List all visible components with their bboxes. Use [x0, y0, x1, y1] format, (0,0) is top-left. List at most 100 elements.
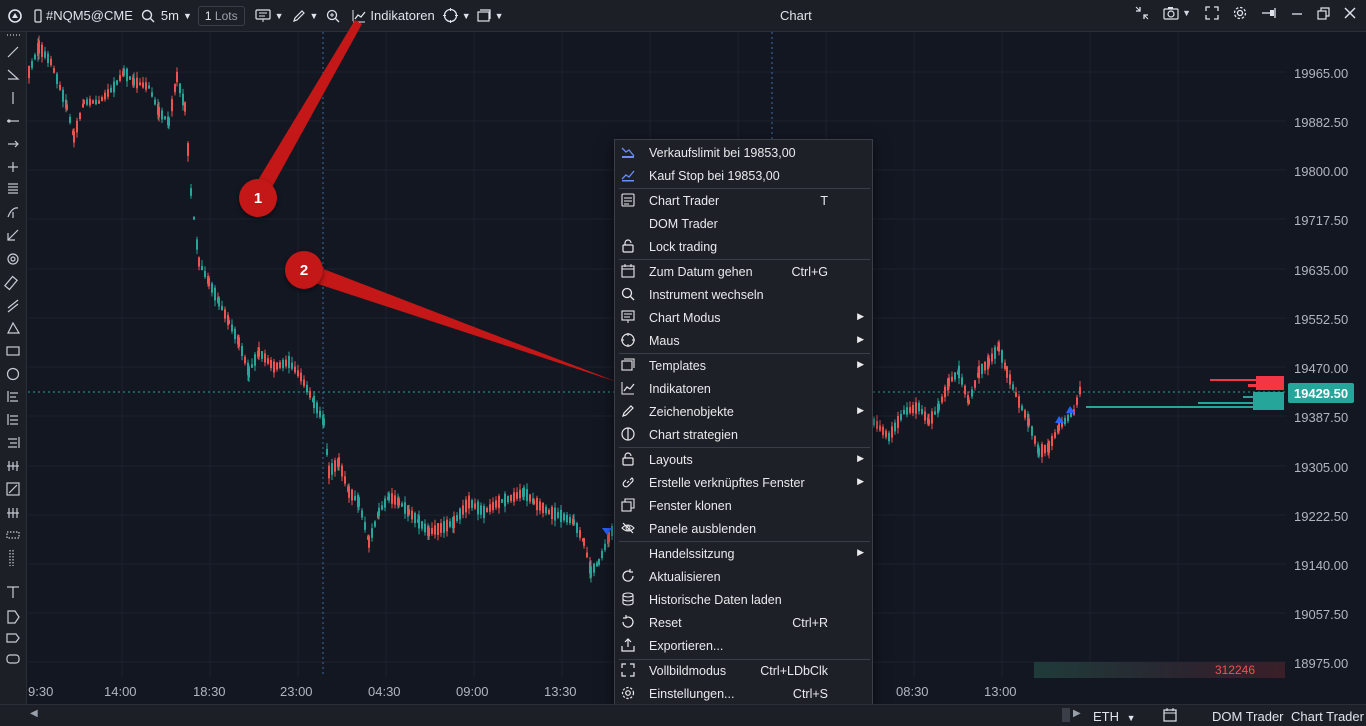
candle-body	[906, 407, 908, 415]
text-icon[interactable]	[7, 586, 19, 598]
menu-item-exportieren[interactable]: Exportieren...	[615, 634, 872, 657]
fib-levels-icon[interactable]	[7, 391, 18, 402]
menu-item-einstellungen[interactable]: Einstellungen... Ctrl+S	[615, 682, 872, 705]
volume-profile-icon[interactable]	[7, 461, 19, 471]
app-logo-icon[interactable]	[8, 8, 22, 23]
session-selector[interactable]: ETH ▼	[1093, 709, 1136, 724]
calendar-icon[interactable]	[1163, 708, 1177, 725]
close-icon[interactable]	[1344, 7, 1356, 19]
magnet-icon[interactable]	[9, 550, 14, 566]
menu-item-zum-datum-gehen[interactable]: Zum Datum gehen Ctrl+G	[615, 260, 872, 283]
candle-body	[608, 531, 610, 543]
menu-item-erstelle-verknüpftes-fenster[interactable]: Erstelle verknüpftes Fenster ▶	[615, 471, 872, 494]
candle-body	[551, 506, 553, 520]
minimize-icon[interactable]	[1291, 6, 1303, 20]
range-icon[interactable]	[6, 531, 20, 539]
gann-icon[interactable]	[6, 482, 20, 496]
candle-body	[501, 499, 503, 503]
menu-item-historische-daten-laden[interactable]: Historische Daten laden	[615, 588, 872, 611]
menu-item-dom-trader[interactable]: DOM Trader	[615, 212, 872, 235]
spiral-icon[interactable]	[7, 253, 19, 265]
menu-item-reset[interactable]: Reset Ctrl+R	[615, 611, 872, 634]
candle-body	[1044, 444, 1046, 454]
lots-field[interactable]: 1 Lots	[197, 5, 245, 26]
candle-body	[151, 92, 153, 97]
camera-icon[interactable]: ▼	[1163, 6, 1191, 20]
menu-item-label: Kauf Stop bei 19853,00	[649, 169, 780, 183]
candle-body	[218, 297, 220, 307]
candle-body	[879, 425, 881, 431]
price-axis-label: 19470.00	[1294, 361, 1349, 376]
chart-type-button[interactable]: ▼	[254, 8, 284, 23]
measure-icon[interactable]	[7, 508, 19, 518]
candle-body	[148, 85, 150, 89]
crosshair-button[interactable]: ▼	[442, 8, 471, 23]
expand-icon[interactable]	[1205, 6, 1219, 20]
templates-button[interactable]: ▼	[477, 9, 504, 22]
candle-body	[208, 277, 210, 287]
menu-item-maus[interactable]: Maus ▶	[615, 329, 872, 352]
restore-icon[interactable]	[1317, 6, 1330, 20]
menu-item-lock-trading[interactable]: Lock trading	[615, 235, 872, 258]
menu-item-shortcut: Ctrl+LDbClk	[760, 664, 828, 678]
note-icon[interactable]	[6, 654, 20, 664]
candle-body	[1054, 432, 1056, 438]
parallel-lines-icon[interactable]	[8, 183, 18, 194]
pin-icon[interactable]	[1261, 6, 1277, 20]
candle-body	[888, 432, 890, 442]
menu-item-kauf-stop-bei-19853-00[interactable]: Kauf Stop bei 19853,00	[615, 164, 872, 187]
horizontal-line-icon[interactable]	[7, 119, 19, 123]
triangle-icon[interactable]	[7, 321, 21, 334]
menu-item-layouts[interactable]: Layouts ▶	[615, 448, 872, 471]
callout-icon[interactable]	[6, 633, 20, 643]
price-label-icon[interactable]	[7, 610, 20, 624]
candle-body	[231, 324, 233, 332]
candle-body	[560, 509, 562, 523]
dom-trader-button[interactable]: DOM Trader	[1212, 709, 1284, 724]
left-scroll-icon[interactable]: ◀	[30, 708, 38, 719]
chevron-right-icon: ▶	[857, 405, 864, 415]
fib-arrow-icon[interactable]	[7, 229, 19, 241]
menu-item-chart-strategien[interactable]: Chart strategien	[615, 423, 872, 446]
menu-item-handelssitzung[interactable]: Handelssitzung ▶	[615, 542, 872, 565]
candle-body	[69, 116, 71, 123]
menu-item-label: DOM Trader	[649, 217, 718, 231]
menu-item-verkaufslimit-bei-19853-00[interactable]: Verkaufslimit bei 19853,00	[615, 141, 872, 164]
menu-item-label: Historische Daten laden	[649, 593, 782, 607]
candle-body	[354, 495, 356, 501]
menu-item-chart-trader[interactable]: Chart Trader T	[615, 189, 872, 212]
chart-trader-button[interactable]: Chart Trader	[1291, 709, 1364, 724]
symbol-selector[interactable]: #NQM5@CME	[34, 8, 133, 23]
menu-item-indikatoren[interactable]: Indikatoren	[615, 377, 872, 400]
candle-body	[129, 76, 131, 80]
trend-line-icon[interactable]	[7, 46, 19, 58]
channel-icon[interactable]	[7, 299, 19, 313]
menu-item-chart-modus[interactable]: Chart Modus ▶	[615, 306, 872, 329]
fib-extension-icon[interactable]	[7, 414, 18, 425]
circle-icon[interactable]	[6, 367, 20, 381]
rectangle-icon[interactable]	[6, 346, 20, 356]
collapse-arrows-icon[interactable]	[1135, 6, 1149, 20]
menu-item-templates[interactable]: Templates ▶	[615, 354, 872, 377]
menu-item-aktualisieren[interactable]: Aktualisieren	[615, 565, 872, 588]
scrollbar-thumb[interactable]	[1062, 708, 1070, 722]
menu-item-instrument-wechseln[interactable]: Instrument wechseln	[615, 283, 872, 306]
menu-item-panele-ausblenden[interactable]: Panele ausblenden	[615, 517, 872, 540]
drawing-tool-button[interactable]: ▼	[292, 9, 318, 23]
pitchfork-icon[interactable]	[7, 207, 19, 218]
menu-item-fenster-klonen[interactable]: Fenster klonen	[615, 494, 872, 517]
zoom-in-button[interactable]	[326, 9, 340, 23]
menu-item-vollbildmodus[interactable]: Vollbildmodus Ctrl+LDbClk	[615, 659, 872, 682]
ruler-icon[interactable]	[3, 275, 19, 291]
chevron-down-icon: ▼	[461, 10, 471, 21]
gear-icon[interactable]	[1233, 6, 1247, 20]
menu-item-zeichenobjekte[interactable]: Zeichenobjekte ▶	[615, 400, 872, 423]
ray-icon[interactable]	[8, 140, 19, 148]
angle-line-icon[interactable]	[7, 69, 20, 80]
fib-timezone-icon[interactable]	[8, 437, 20, 448]
indicators-button[interactable]: Indikatoren	[352, 8, 435, 23]
timeframe-selector[interactable]: 5m ▼	[161, 8, 192, 23]
right-scroll-icon[interactable]: ▶	[1073, 708, 1081, 719]
search-icon[interactable]	[141, 9, 155, 23]
cross-line-icon[interactable]	[8, 162, 18, 172]
